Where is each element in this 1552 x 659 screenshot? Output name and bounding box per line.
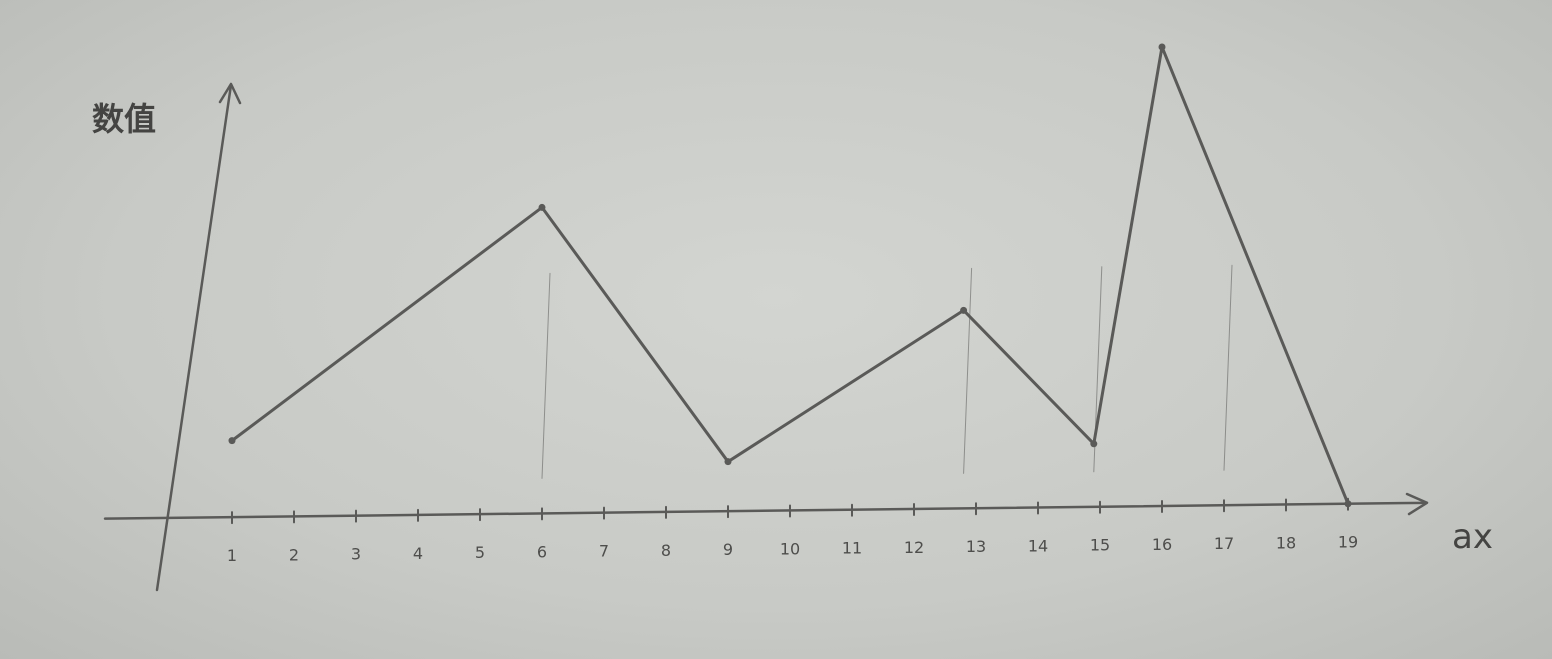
y-axis-arrowhead [218, 82, 242, 105]
x-tick-label: 12 [904, 538, 924, 557]
x-tick-label: 5 [475, 543, 485, 562]
x-tick-label: 11 [842, 539, 862, 558]
drop-line [963, 267, 973, 474]
x-axis-label: ax [1452, 517, 1493, 557]
x-axis [103, 501, 1427, 520]
x-tick-label: 14 [1028, 536, 1048, 555]
data-point [960, 306, 968, 314]
x-tick-label: 18 [1276, 533, 1296, 552]
data-point [724, 458, 732, 466]
x-tick-label: 4 [413, 544, 423, 563]
series-line [230, 45, 1350, 506]
x-tick-label: 17 [1214, 534, 1234, 553]
data-point [228, 437, 236, 445]
x-tick-label: 8 [661, 541, 671, 560]
data-point [1158, 43, 1166, 51]
x-tick-label: 10 [780, 539, 800, 558]
x-tick-label: 15 [1090, 536, 1110, 555]
x-tick-label: 2 [289, 545, 299, 564]
x-tick-label: 9 [723, 540, 733, 559]
x-tick-label: 19 [1338, 533, 1358, 552]
x-tick-label: 1 [227, 546, 237, 565]
x-tick-label: 6 [537, 542, 547, 561]
drop-line [541, 272, 551, 479]
x-tick-label: 3 [351, 545, 361, 564]
y-axis-label: 数值 [92, 100, 156, 138]
x-tick-label: 7 [599, 542, 609, 561]
drop-line [1223, 264, 1233, 471]
y-axis [155, 83, 233, 592]
x-tick-label: 13 [966, 537, 986, 556]
data-point [1344, 500, 1352, 508]
x-tick-label: 16 [1152, 535, 1172, 554]
data-point [1090, 440, 1098, 448]
x-axis-arrowhead [1405, 492, 1429, 516]
data-point [538, 203, 546, 211]
